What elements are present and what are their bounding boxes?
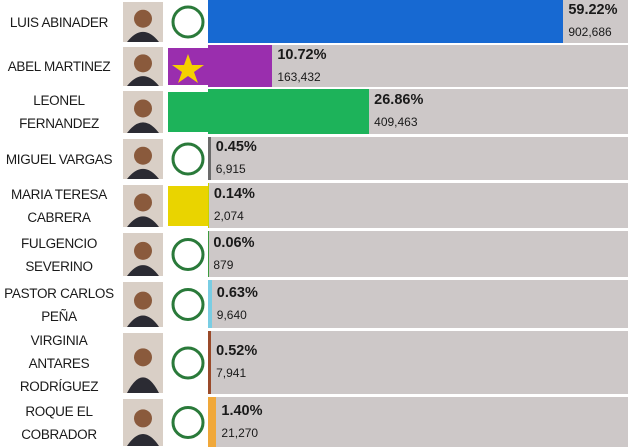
candidate-photo <box>123 139 163 179</box>
bar <box>208 137 211 180</box>
percent-label: 0.06% <box>213 234 255 251</box>
bar <box>208 45 273 87</box>
percent-label: 0.45% <box>215 139 257 155</box>
candidate-name: MIGUEL VARGAS <box>5 151 113 167</box>
bar <box>208 331 212 394</box>
candidate-photo <box>123 399 163 446</box>
candidate-photo <box>123 233 163 276</box>
percent-label: 10.72% <box>277 46 327 63</box>
percent-label: 0.52% <box>216 343 258 359</box>
candidate-name: LEONEL FERNANDEZ <box>19 93 99 131</box>
party-logo <box>168 334 208 392</box>
party-logo <box>168 283 208 326</box>
vote-count: 879 <box>213 257 234 272</box>
bar <box>208 89 370 134</box>
bar-track <box>208 231 628 277</box>
vote-count: 9,640 <box>216 307 247 322</box>
candidate-name: VIRGINIA ANTARES RODRÍGUEZ <box>19 332 99 394</box>
bar <box>208 280 212 328</box>
party-logo <box>168 48 208 85</box>
bar-track <box>208 397 628 447</box>
percent-label: 26.86% <box>374 92 424 108</box>
vote-count: 21,270 <box>221 425 259 440</box>
party-logo <box>168 186 208 226</box>
candidate-name: PASTOR CARLOS PEÑA <box>4 285 114 324</box>
candidate-photo <box>123 185 163 227</box>
candidate-name: FULGENCIO SEVERINO <box>20 235 98 274</box>
candidate-photo <box>123 2 163 42</box>
party-logo <box>168 3 208 41</box>
bar <box>208 0 564 43</box>
candidate-name: MARIA TERESA CABRERA <box>11 187 107 225</box>
vote-count: 2,074 <box>213 209 244 223</box>
vote-count: 163,432 <box>277 69 321 84</box>
party-logo <box>168 92 208 132</box>
bar <box>208 183 209 228</box>
party-logo <box>168 140 208 178</box>
candidate-photo <box>123 47 163 86</box>
bar <box>208 397 217 447</box>
candidate-photo <box>123 91 163 133</box>
bar-track <box>208 137 628 180</box>
bar-track <box>208 45 628 87</box>
percent-label: 0.14% <box>213 186 255 202</box>
bar-track <box>208 280 628 328</box>
candidate-photo <box>123 333 163 393</box>
vote-count: 7,941 <box>216 366 247 380</box>
candidate-photo <box>123 282 163 327</box>
party-logo <box>168 400 208 445</box>
vote-count: 902,686 <box>568 25 612 39</box>
percent-label: 59.22% <box>568 2 618 18</box>
percent-label: 1.40% <box>221 402 263 419</box>
candidate-name: LUIS ABINADER <box>9 14 109 30</box>
candidate-name: ROQUE EL COBRADOR <box>21 403 97 442</box>
party-logo <box>168 234 208 275</box>
percent-label: 0.63% <box>216 284 258 301</box>
vote-count: 409,463 <box>374 115 418 129</box>
bar-track <box>208 183 628 228</box>
bar-track <box>208 331 628 394</box>
candidate-name: ABEL MARTINEZ <box>7 59 111 74</box>
vote-count: 6,915 <box>215 162 246 176</box>
